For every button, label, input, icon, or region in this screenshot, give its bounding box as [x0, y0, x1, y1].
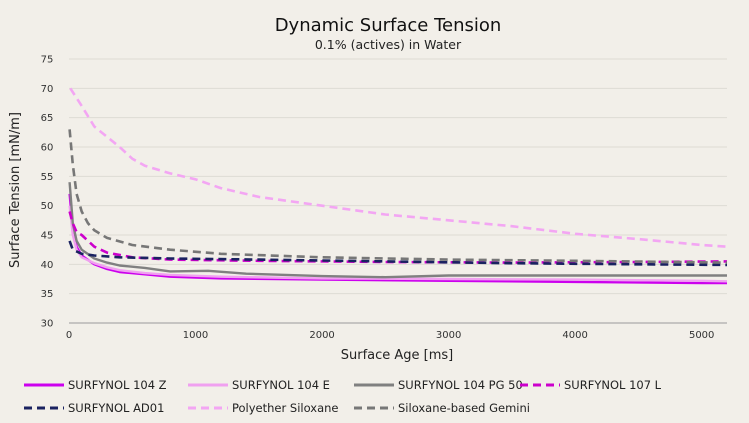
x-axis-label: Surface Age [ms]	[341, 348, 454, 363]
legend-label: SURFYNOL 104 E	[232, 378, 330, 392]
legend-label: Polyether Siloxane	[232, 401, 338, 415]
series-line-surfynol-ad01	[68, 240, 728, 267]
legend-label: SURFYNOL 107 L	[564, 378, 662, 392]
y-tick-label: 65	[41, 113, 54, 124]
series-group	[68, 87, 728, 285]
x-tick-label: 5000	[689, 330, 714, 341]
x-tick-label: 0	[66, 330, 72, 341]
x-tick-label: 2000	[309, 330, 334, 341]
series-line-surfynol-107-l	[68, 211, 728, 264]
y-tick-label: 30	[41, 319, 54, 330]
y-tick-label: 60	[41, 143, 54, 154]
y-tick-label: 45	[41, 231, 54, 242]
x-tick-label: 3000	[436, 330, 461, 341]
chart-title: Dynamic Surface Tension	[275, 15, 502, 36]
x-axis-ticks: 0 1000 2000 3000 4000 5000	[66, 330, 715, 341]
y-tick-label: 40	[41, 260, 54, 271]
chart-subtitle: 0.1% (actives) in Water	[315, 37, 462, 52]
series-line-surfynol-104-pg-50	[68, 182, 727, 279]
y-tick-label: 75	[41, 55, 54, 66]
series-line-siloxane-based-gemini	[68, 129, 728, 264]
y-axis-label: Surface Tension [mN/m]	[8, 112, 23, 268]
y-tick-label: 35	[41, 289, 54, 300]
y-tick-label: 50	[41, 201, 54, 212]
series-line-polyether-siloxane	[69, 87, 728, 248]
y-axis-ticks: 30 35 40 45 50 55 60 65 70 75	[41, 55, 54, 330]
y-tick-label: 55	[41, 172, 54, 183]
x-tick-label: 1000	[183, 330, 208, 341]
x-tick-label: 4000	[562, 330, 587, 341]
legend-label: Siloxane-based Gemini	[398, 401, 530, 415]
legend-label: SURFYNOL 104 Z	[68, 378, 167, 392]
legend: SURFYNOL 104 Z SURFYNOL 104 E SURFYNOL 104…	[24, 378, 662, 415]
legend-label: SURFYNOL AD01	[68, 401, 164, 415]
legend-label: SURFYNOL 104 PG 50	[398, 378, 523, 392]
y-tick-label: 70	[41, 84, 54, 95]
